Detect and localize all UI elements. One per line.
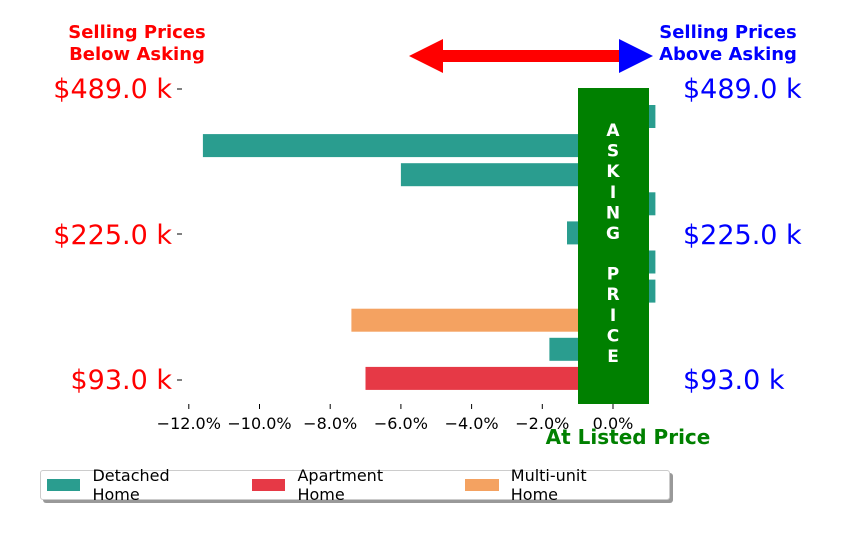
- right-price-label-middle: $225.0 k: [683, 220, 802, 251]
- x-tick-label: −6.0%: [374, 414, 428, 433]
- legend-swatch-detached: [47, 479, 81, 491]
- x-tick-label: −8.0%: [303, 414, 357, 433]
- legend-label-apartment: Apartment Home: [297, 466, 384, 504]
- x-tick-label: −12.0%: [157, 414, 221, 433]
- bar-2: [202, 134, 613, 158]
- right-price-label-top: $489.0 k: [683, 74, 802, 105]
- above-asking-title-line1: Selling Prices: [659, 22, 796, 43]
- asking-letter: N: [606, 203, 620, 223]
- x-axis: −12.0% −10.0% −8.0% −6.0% −4.0% −2.0% 0.0%: [157, 404, 634, 433]
- at-listed-price-label: At Listed Price: [546, 425, 711, 449]
- asking-letter: A: [606, 121, 620, 141]
- asking-letter: R: [606, 285, 619, 305]
- asking-letter: I: [610, 306, 616, 326]
- asking-letter: C: [607, 326, 619, 346]
- double-arrow-icon: [409, 39, 653, 73]
- legend: Detached Home Apartment Home Multi-unit …: [40, 466, 670, 504]
- x-tick-label: 0.0%: [593, 414, 634, 433]
- legend-swatch-multi: [465, 479, 499, 491]
- right-price-label-bottom: $93.0 k: [683, 365, 785, 396]
- x-tick-label: −2.0%: [515, 414, 569, 433]
- x-tick-label: −4.0%: [445, 414, 499, 433]
- bar-3: [400, 163, 613, 187]
- legend-item-detached: Detached Home: [47, 466, 220, 504]
- left-price-label-bottom: $93.0 k: [70, 365, 172, 396]
- asking-letter: E: [607, 347, 619, 367]
- above-asking-title-line2: Above Asking: [659, 44, 797, 65]
- asking-price-block: [578, 88, 649, 404]
- legend-label-detached: Detached Home: [92, 466, 170, 504]
- legend-item-apartment: Apartment Home: [252, 466, 433, 504]
- left-price-label-top: $489.0 k: [53, 74, 172, 105]
- x-tick-label: −10.0%: [227, 414, 291, 433]
- asking-letter: I: [610, 183, 616, 203]
- legend-swatch-apartment: [252, 479, 286, 491]
- asking-letter: G: [606, 224, 620, 244]
- asking-letter: K: [606, 162, 620, 182]
- below-asking-title-line1: Selling Prices: [68, 22, 205, 43]
- below-asking-title-line2: Below Asking: [69, 44, 205, 65]
- asking-letter: S: [607, 142, 619, 162]
- asking-letter: P: [607, 265, 619, 285]
- bar-10: [365, 366, 613, 390]
- left-price-label-middle: $225.0 k: [53, 220, 172, 251]
- bar-8: [351, 308, 613, 332]
- legend-item-multi: Multi-unit Home: [465, 466, 637, 504]
- legend-label-multi: Multi-unit Home: [510, 466, 587, 504]
